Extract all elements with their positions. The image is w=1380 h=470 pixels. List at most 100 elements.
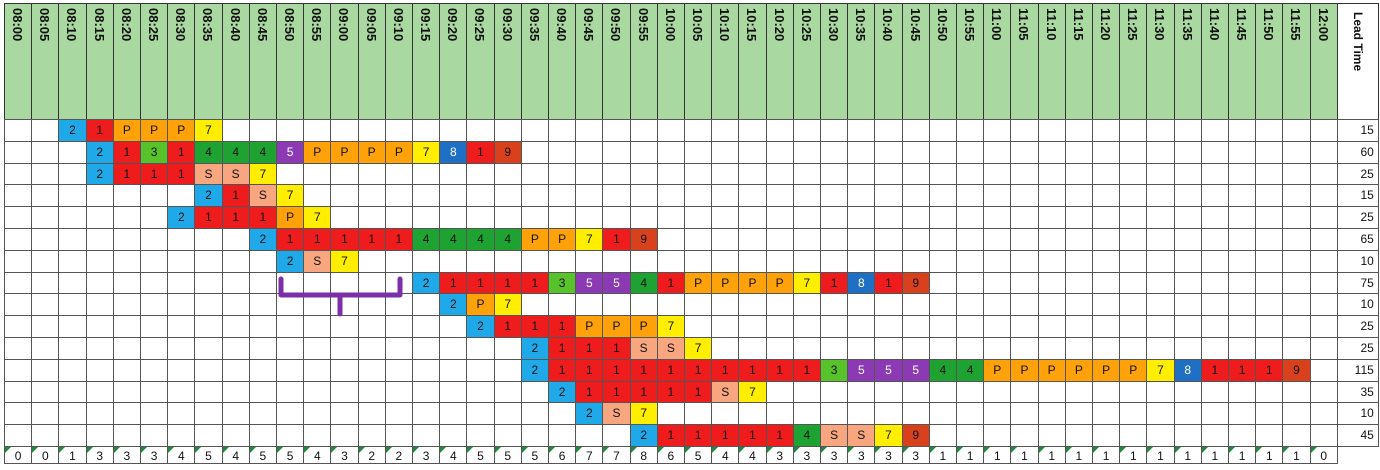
- comment-flag-icon: [1201, 447, 1208, 453]
- comment-flag-icon: [1065, 447, 1072, 453]
- comment-flag-icon: [712, 447, 719, 453]
- total-count-cell: 3: [792, 446, 821, 464]
- comment-flag-icon: [168, 447, 175, 453]
- comment-flag-icon: [1120, 447, 1127, 453]
- total-count-cell: 1: [983, 446, 1012, 464]
- comment-flag-icon: [984, 447, 991, 453]
- comment-flag-icon: [222, 447, 229, 453]
- comment-flag-icon: [1283, 447, 1290, 453]
- comment-flag-icon: [766, 447, 773, 453]
- time-header: 08:00: [4, 3, 33, 120]
- total-count-cell: 7: [575, 446, 604, 464]
- comment-flag-icon: [603, 447, 610, 453]
- comment-flag-icon: [277, 447, 283, 453]
- comment-flag-icon: [440, 447, 447, 453]
- total-count-cell: 5: [684, 446, 713, 464]
- comment-flag-icon: [657, 447, 664, 453]
- comment-flag-icon: [1147, 447, 1154, 453]
- comment-flag-icon: [59, 447, 66, 453]
- comment-flag-icon: [1174, 447, 1181, 453]
- lead-time-value: 25: [1336, 337, 1379, 360]
- time-header: 09:20: [439, 3, 468, 120]
- comment-flag-icon: [331, 447, 338, 453]
- comment-flag-icon: [467, 447, 474, 453]
- total-count-cell: 4: [221, 446, 250, 464]
- time-header: 11:40: [1200, 3, 1229, 120]
- comment-flag-icon: [413, 447, 419, 453]
- comment-flag-icon: [195, 447, 202, 453]
- time-header: 11:05: [1010, 3, 1039, 120]
- time-header: 08:35: [194, 3, 223, 120]
- comment-flag-icon: [848, 447, 855, 453]
- time-header: 11:20: [1092, 3, 1121, 120]
- total-count-cell: 3: [330, 446, 359, 464]
- comment-flag-icon: [86, 447, 93, 453]
- lead-time-value: 10: [1336, 293, 1379, 317]
- total-count-cell: 5: [276, 446, 305, 464]
- total-count-cell: 3: [765, 446, 794, 464]
- lead-time-value: 35: [1336, 380, 1379, 404]
- time-header: 10:55: [956, 3, 985, 120]
- time-header: 10:15: [738, 3, 767, 120]
- total-count-cell: 1: [58, 446, 87, 464]
- total-count-cell: 4: [439, 446, 468, 464]
- comment-flag-icon: [1093, 447, 1099, 453]
- comment-flag-icon: [1038, 447, 1045, 453]
- comment-flag-icon: [521, 447, 528, 453]
- time-header: 10:45: [901, 3, 930, 120]
- lead-time-value: 115: [1336, 358, 1379, 382]
- time-header: 12:00: [1309, 3, 1338, 120]
- time-header: 09:50: [602, 3, 631, 120]
- lead-time-value: 65: [1336, 228, 1379, 251]
- total-count-cell: 1: [1173, 446, 1202, 464]
- lead-time-value: 15: [1336, 119, 1379, 142]
- lead-time-value: 15: [1336, 184, 1379, 208]
- comment-flag-icon: [1310, 447, 1317, 453]
- total-count-cell: 1: [1228, 446, 1257, 464]
- total-count-cell: 4: [167, 446, 196, 464]
- total-count-cell: 5: [466, 446, 495, 464]
- comment-flag-icon: [793, 447, 800, 453]
- comment-flag-icon: [385, 447, 392, 453]
- total-count-cell: 5: [493, 446, 522, 464]
- comment-flag-icon: [630, 447, 637, 453]
- total-count-cell: 1: [1200, 446, 1229, 464]
- time-header: 08:20: [112, 3, 141, 120]
- total-count-cell: 7: [602, 446, 631, 464]
- lead-time-value: 10: [1336, 402, 1379, 426]
- comment-flag-icon: [5, 447, 11, 453]
- time-header: 08:40: [221, 3, 250, 120]
- comment-flag-icon: [113, 447, 120, 453]
- total-count-cell: 1: [1255, 446, 1284, 464]
- time-header: 10:50: [928, 3, 957, 120]
- time-header: 09:15: [412, 3, 441, 120]
- total-count-cell: 3: [901, 446, 930, 464]
- total-count-cell: 2: [384, 446, 413, 464]
- comment-flag-icon: [685, 447, 691, 453]
- time-header: 08:05: [31, 3, 60, 120]
- total-count-cell: 3: [85, 446, 114, 464]
- comment-flag-icon: [1011, 447, 1018, 453]
- time-header: 11:15: [1064, 3, 1093, 120]
- comment-flag-icon: [576, 447, 583, 453]
- comment-flag-icon: [494, 447, 501, 453]
- comment-flag-icon: [1256, 447, 1263, 453]
- comment-flag-icon: [141, 447, 147, 453]
- time-header: 08:45: [248, 3, 277, 120]
- total-count-cell: 5: [194, 446, 223, 464]
- time-header: 11:50: [1255, 3, 1284, 120]
- comment-flag-icon: [902, 447, 909, 453]
- comment-flag-icon: [1229, 447, 1235, 453]
- time-header: 11:55: [1282, 3, 1311, 120]
- comment-flag-icon: [549, 447, 555, 453]
- lead-time-value: 45: [1336, 424, 1379, 447]
- time-header: 11:25: [1119, 3, 1148, 120]
- total-count-cell: 0: [1309, 446, 1338, 464]
- time-header: 11:45: [1228, 3, 1257, 120]
- comment-flag-icon: [821, 447, 827, 453]
- comment-flag-icon: [32, 447, 39, 453]
- total-count-cell: 2: [357, 446, 386, 464]
- time-header: 09:40: [548, 3, 577, 120]
- comment-flag-icon: [739, 447, 746, 453]
- total-count-cell: 1: [1146, 446, 1175, 464]
